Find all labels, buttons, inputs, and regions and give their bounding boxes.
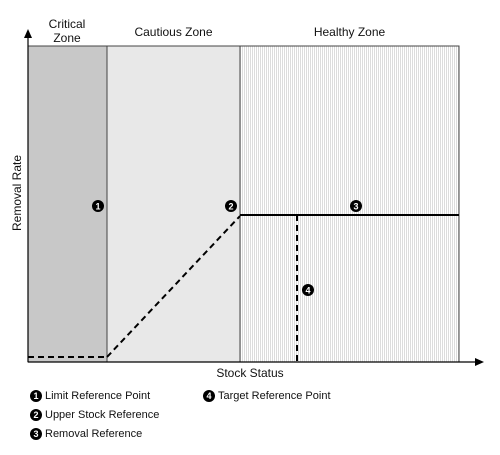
legend-marker-1-icon: 1 bbox=[30, 389, 42, 402]
svg-text:1: 1 bbox=[95, 202, 100, 212]
svg-text:2: 2 bbox=[228, 202, 233, 212]
legend-label-1: Limit Reference Point bbox=[45, 389, 151, 402]
legend-marker-2-icon: 2 bbox=[30, 408, 42, 421]
legend-item-1: 1 Limit Reference Point bbox=[30, 386, 159, 405]
cautious-zone-area bbox=[107, 46, 240, 362]
marker-4: 4 bbox=[302, 284, 314, 296]
legend-item-3: 3 Removal Reference bbox=[30, 424, 159, 443]
legend-item-2: 2 Upper Stock Reference bbox=[30, 405, 159, 424]
legend-marker-4-icon: 4 bbox=[203, 389, 215, 402]
healthy-zone-label: Healthy Zone bbox=[313, 25, 386, 39]
legend-label-2: Upper Stock Reference bbox=[45, 408, 160, 421]
legend-label-4: Target Reference Point bbox=[218, 389, 331, 402]
svg-text:4: 4 bbox=[305, 286, 310, 296]
critical-zone-label: Critical Zone bbox=[48, 17, 86, 45]
legend-right: 4 Target Reference Point bbox=[203, 386, 331, 405]
cautious-zone-label: Cautious Zone bbox=[134, 25, 213, 39]
x-axis-label: Stock Status bbox=[216, 366, 284, 380]
marker-3: 3 bbox=[350, 200, 362, 212]
healthy-zone-area bbox=[240, 46, 459, 362]
ramp-dashed-line bbox=[106, 215, 241, 358]
svg-text:3: 3 bbox=[353, 202, 358, 212]
legend-marker-3-icon: 3 bbox=[30, 427, 42, 440]
x-axis-arrow bbox=[475, 358, 484, 366]
legend-item-4: 4 Target Reference Point bbox=[203, 386, 331, 405]
marker-1: 1 bbox=[92, 200, 104, 212]
marker-2: 2 bbox=[225, 200, 237, 212]
legend-label-3: Removal Reference bbox=[45, 427, 143, 440]
legend-left: 1 Limit Reference Point 2 Upper Stock Re… bbox=[30, 386, 159, 443]
y-axis-label: Removal Rate bbox=[10, 155, 24, 231]
y-axis-arrow bbox=[24, 29, 32, 38]
